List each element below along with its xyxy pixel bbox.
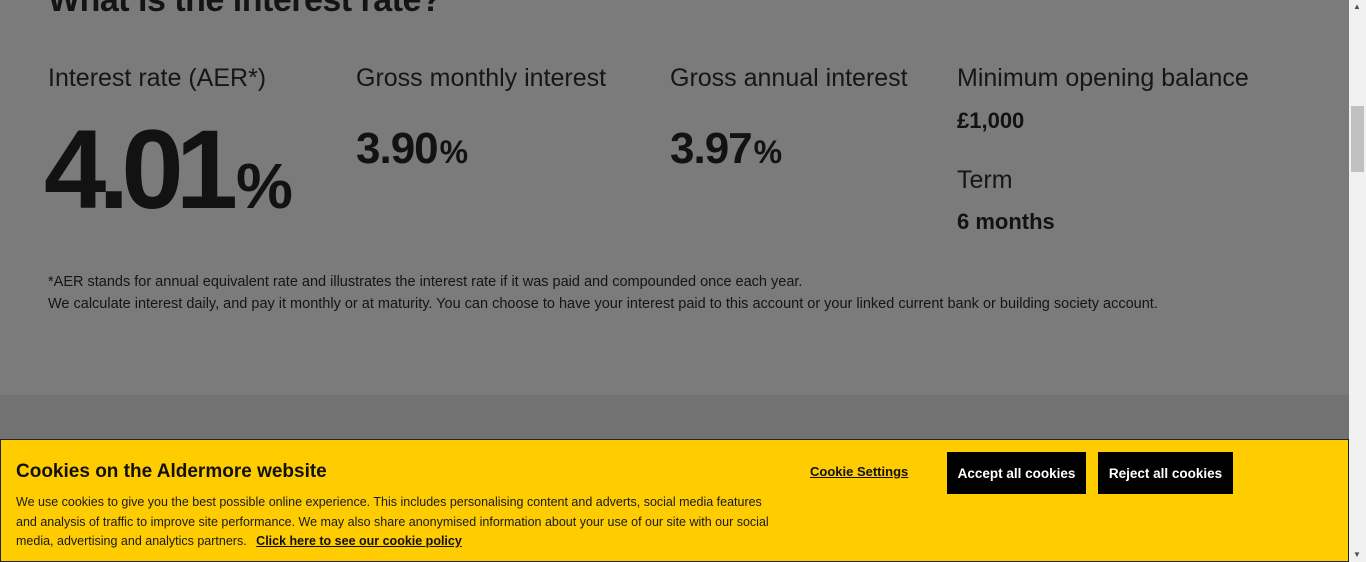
aer-footnote: *AER stands for annual equivalent rate a… (48, 274, 803, 290)
aer-value: 4.01% (44, 114, 293, 226)
gross-monthly-label: Gross monthly interest (356, 64, 607, 92)
term-label: Term (957, 166, 1013, 194)
gross-monthly-block: Gross monthly interest 3.90% (356, 64, 607, 171)
gross-monthly-value: 3.90% (356, 127, 468, 171)
page-scrollbar[interactable]: ▲ ▼ (1349, 0, 1366, 562)
gross-annual-number: 3.97 (670, 124, 753, 173)
rate-footnotes: *AER stands for annual equivalent rate a… (48, 271, 1158, 315)
chevron-down-icon[interactable]: ▼ (1353, 550, 1361, 559)
accept-all-cookies-button[interactable]: Accept all cookies (947, 452, 1086, 494)
chevron-up-icon[interactable]: ▲ (1353, 2, 1361, 11)
aer-number: 4.01 (44, 107, 238, 232)
gross-annual-percent-sign: % (753, 134, 783, 170)
aer-percent-sign: % (235, 150, 293, 222)
scrollbar-thumb[interactable] (1351, 106, 1364, 172)
account-details-block: Minimum opening balance £1,000 Term 6 mo… (957, 64, 1249, 234)
cookie-banner-title: Cookies on the Aldermore website (16, 461, 327, 482)
gross-annual-value: 3.97% (670, 127, 782, 171)
gross-monthly-percent-sign: % (439, 134, 469, 170)
reject-all-cookies-button[interactable]: Reject all cookies (1098, 452, 1233, 494)
aer-label: Interest rate (AER*) (48, 64, 267, 92)
gross-annual-block: Gross annual interest 3.97% (670, 64, 908, 171)
term-value: 6 months (957, 209, 1055, 234)
interest-payment-note: We calculate interest daily, and pay it … (48, 296, 1158, 312)
section-heading: What is the interest rate? (48, 0, 442, 19)
cookie-banner-text: We use cookies to give you the best poss… (16, 493, 776, 552)
min-balance-label: Minimum opening balance (957, 64, 1249, 92)
cookie-banner-body: We use cookies to give you the best poss… (16, 495, 769, 548)
cookie-policy-link[interactable]: Click here to see our cookie policy (256, 534, 462, 548)
min-balance-value: £1,000 (957, 108, 1025, 133)
cookie-banner: Cookies on the Aldermore website We use … (0, 439, 1349, 562)
gross-monthly-number: 3.90 (356, 124, 439, 173)
aer-rate-block: Interest rate (AER*) 4.01% (44, 64, 293, 226)
gross-annual-label: Gross annual interest (670, 64, 908, 92)
cookie-settings-button[interactable]: Cookie Settings (810, 464, 909, 479)
